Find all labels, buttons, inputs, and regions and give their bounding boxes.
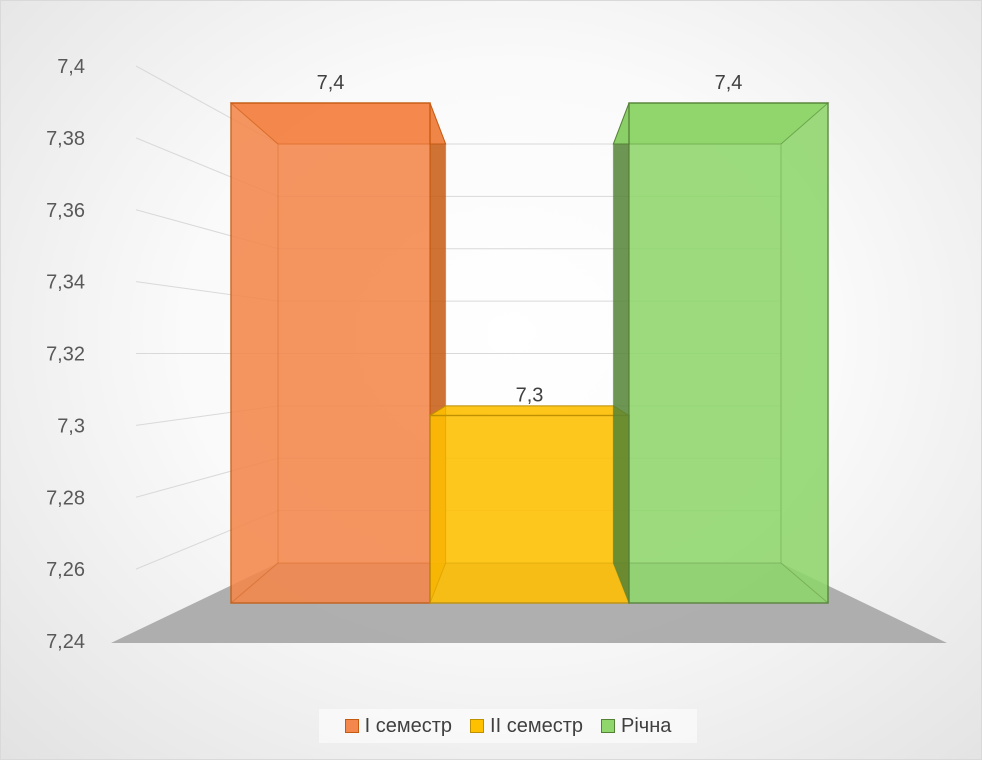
bar-edge bbox=[429, 562, 447, 604]
legend: I семестр II семестр Річна bbox=[319, 709, 697, 743]
legend-swatch-1 bbox=[344, 719, 359, 733]
legend-label-2: II семестр bbox=[490, 714, 583, 737]
legend-label-3: Річна bbox=[620, 714, 672, 737]
y-tick-label: 7,26 bbox=[46, 559, 85, 581]
bar-edge bbox=[780, 562, 829, 604]
legend-swatch-2 bbox=[470, 719, 485, 733]
bar-edge bbox=[230, 102, 279, 145]
legend-item-3: Річна bbox=[600, 714, 672, 738]
legend-item-2: II семестр bbox=[470, 715, 583, 738]
legend-item-1: I семестр bbox=[344, 714, 453, 738]
data-label: 7,4 bbox=[715, 72, 743, 94]
bar-back-edge bbox=[277, 143, 447, 564]
y-tick-label: 7,34 bbox=[46, 272, 85, 294]
legend-label-1: I семестр bbox=[364, 714, 453, 737]
bar-edge bbox=[612, 562, 630, 604]
bar bbox=[628, 102, 829, 604]
chart-plot: 7,24 7,26 7,28 7,3 7,32 7,34 7,36 7,38 7,4 7,4 7,… bbox=[46, 56, 947, 653]
y-tick-label: 7,3 bbox=[57, 415, 85, 437]
bar bbox=[429, 414, 630, 604]
bar-edge bbox=[429, 102, 447, 145]
data-label: 7,4 bbox=[317, 72, 345, 94]
y-tick-label: 7,24 bbox=[46, 631, 85, 653]
y-tick-label: 7,4 bbox=[57, 56, 85, 78]
bar-side-face bbox=[613, 103, 629, 603]
bar bbox=[230, 102, 431, 604]
bar-back-edge bbox=[612, 143, 782, 564]
bar-edge bbox=[429, 405, 446, 416]
legend-swatch-3 bbox=[600, 719, 615, 733]
bar-edge bbox=[780, 102, 829, 145]
y-tick-label: 7,36 bbox=[46, 200, 85, 222]
data-label: 7,3 bbox=[516, 385, 544, 407]
y-tick-label: 7,38 bbox=[46, 128, 85, 150]
y-tick-label: 7,28 bbox=[46, 487, 85, 509]
bar-edge bbox=[612, 102, 630, 145]
y-tick-label: 7,32 bbox=[46, 344, 85, 366]
bar-edge bbox=[230, 562, 279, 604]
bar-top-face bbox=[428, 405, 631, 416]
